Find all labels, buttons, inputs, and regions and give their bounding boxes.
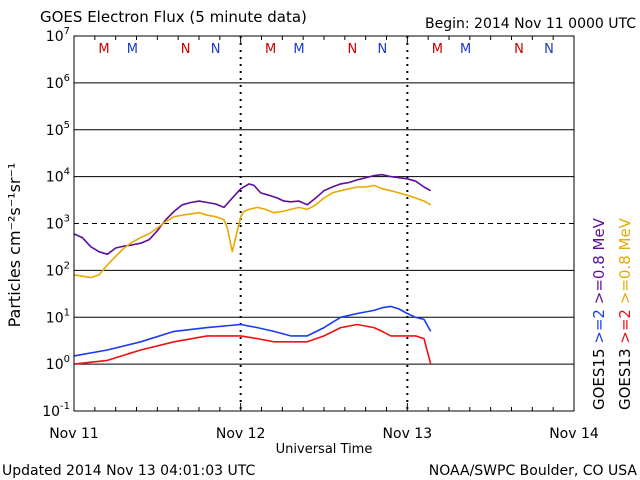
x-tick-label: Nov 13 <box>383 426 433 442</box>
local-time-marker: M <box>460 42 471 57</box>
chart-title: GOES Electron Flux (5 minute data) <box>40 8 307 26</box>
y-tick-label: 103 <box>46 214 70 233</box>
local-time-marker: N <box>347 42 357 57</box>
x-tick-label: Nov 12 <box>216 426 266 442</box>
series-line-2 <box>73 184 432 279</box>
local-time-marker: N <box>181 42 191 57</box>
series-line-1 <box>73 173 432 256</box>
local-time-marker: M <box>98 42 109 57</box>
series-line-3 <box>73 305 432 357</box>
local-time-marker: M <box>265 42 276 57</box>
y-tick-label: 105 <box>46 120 70 139</box>
y-tick-labels: 10-1 100 101 102 103 104 105 106 107 <box>42 26 70 420</box>
footer-updated: Updated 2014 Nov 13 04:01:03 UTC <box>2 463 255 479</box>
y-axis-label: Particles cm⁻²s⁻¹sr⁻¹ <box>5 163 24 328</box>
series-line-4 <box>73 323 432 365</box>
y-tick-label: 104 <box>46 167 70 186</box>
y-tick-label: 102 <box>46 260 70 279</box>
y-tick-label: 101 <box>46 307 70 326</box>
local-time-marker: N <box>514 42 524 57</box>
legend-goes15: GOES15 >=2 >=0.8 MeV <box>590 217 608 410</box>
y-tick-label: 10-1 <box>42 401 70 420</box>
grid-layer <box>74 36 574 411</box>
x-tick-label: Nov 14 <box>549 426 599 442</box>
begin-label: Begin: 2014 Nov 11 0000 UTC <box>425 16 636 32</box>
y-tick-label: 100 <box>46 354 70 373</box>
y-tick-label: 107 <box>46 26 70 45</box>
legend-goes13: GOES13 >=2 >=0.8 MeV <box>616 217 634 410</box>
x-tick-labels: Nov 11 Nov 12 Nov 13 Nov 14 <box>49 36 599 442</box>
local-time-marker: M <box>432 42 443 57</box>
x-tick-label: Nov 11 <box>49 426 99 442</box>
local-time-marker: N <box>211 42 221 57</box>
local-time-marker: N <box>544 42 554 57</box>
series-layer <box>73 173 432 365</box>
x-axis-label: Universal Time <box>276 442 373 457</box>
local-time-marker: M <box>127 42 138 57</box>
y-tick-label: 106 <box>46 73 70 92</box>
local-time-marker: M <box>293 42 304 57</box>
local-time-marker: N <box>377 42 387 57</box>
footer-credit: NOAA/SWPC Boulder, CO USA <box>429 463 638 479</box>
